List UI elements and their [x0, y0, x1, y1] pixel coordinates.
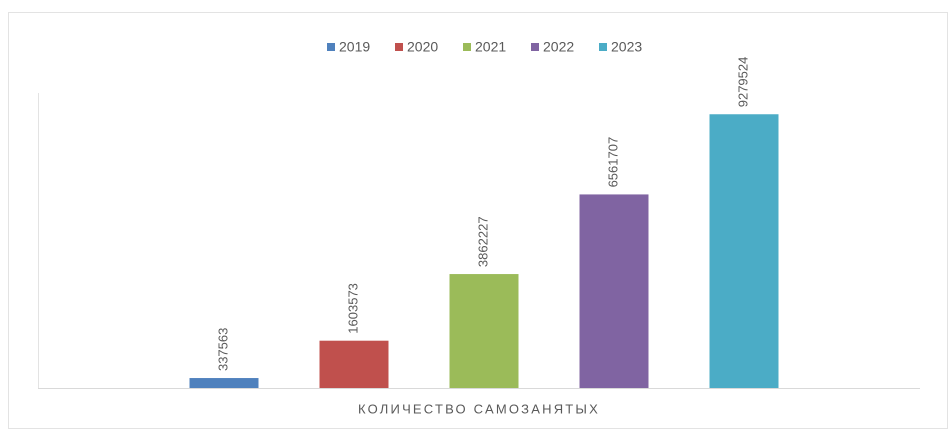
legend-label: 2020 — [407, 39, 438, 55]
legend-swatch — [531, 43, 539, 51]
legend-swatch — [327, 43, 335, 51]
data-label: 1603573 — [345, 283, 360, 334]
legend-swatch — [395, 43, 403, 51]
legend-label: 2023 — [611, 39, 642, 55]
data-label: 6561707 — [605, 137, 620, 188]
legend-swatch — [463, 43, 471, 51]
bar — [579, 194, 649, 388]
legend-label: 2022 — [543, 39, 574, 55]
data-label: 9279524 — [735, 57, 750, 108]
bar — [319, 340, 389, 388]
legend-swatch — [599, 43, 607, 51]
bar — [189, 378, 259, 388]
bar — [709, 114, 779, 389]
legend-label: 2021 — [475, 39, 506, 55]
data-label: 337563 — [215, 328, 230, 371]
data-label: 3862227 — [475, 216, 490, 267]
legend-label: 2019 — [339, 39, 370, 55]
x-tick-label: КОЛИЧЕСТВО САМОЗАНЯТЫХ — [358, 401, 600, 416]
bar — [449, 274, 519, 388]
